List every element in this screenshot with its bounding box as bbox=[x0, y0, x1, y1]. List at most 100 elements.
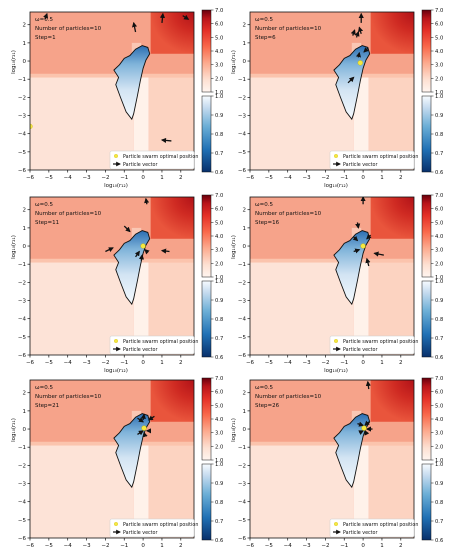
y-tick-label: −5 bbox=[18, 150, 27, 156]
colorbar-blue-tick-label: 0.8 bbox=[435, 132, 443, 138]
y-tick-label: −4 bbox=[18, 317, 27, 323]
x-tick-label: −1 bbox=[340, 360, 348, 366]
colorbar-red-tick-label: 1.0 bbox=[215, 90, 223, 96]
optimal-position bbox=[360, 243, 366, 249]
y-tick-label: −1 bbox=[238, 262, 246, 268]
y-axis-label: log₁₀(r₂₁) bbox=[11, 50, 17, 74]
x-tick-label: 1 bbox=[380, 543, 384, 549]
colorbar-red bbox=[201, 9, 212, 93]
x-tick-label: 0 bbox=[141, 360, 145, 366]
colorbar-red-tick-label: 7.0 bbox=[215, 376, 223, 382]
particle-vector bbox=[137, 417, 144, 423]
y-tick-label: −2 bbox=[18, 95, 26, 101]
y-tick-label: −3 bbox=[18, 482, 27, 488]
y-tick-label: −1 bbox=[238, 77, 246, 83]
colorbar-red-tick-label: 1.0 bbox=[435, 90, 443, 96]
colorbar-red-tick-label: 3.0 bbox=[215, 431, 223, 437]
colorbar-red bbox=[421, 9, 432, 93]
step-label: Step=26 bbox=[255, 403, 280, 409]
x-tick-label: −4 bbox=[284, 360, 293, 366]
blue-region bbox=[113, 230, 151, 306]
y-tick-label: 0 bbox=[23, 427, 27, 433]
colorbar-red-tick-label: 4.0 bbox=[215, 417, 223, 423]
y-tick-label: −3 bbox=[18, 114, 27, 120]
x-tick-label: −3 bbox=[302, 543, 311, 549]
colorbar-red-tick-label: 2.0 bbox=[215, 444, 223, 450]
x-tick-label: −4 bbox=[64, 175, 73, 181]
y-tick-label: −3 bbox=[238, 299, 247, 305]
step-label: Step=11 bbox=[35, 220, 59, 226]
colorbar-red-tick-label: 7.0 bbox=[215, 193, 223, 199]
colorbar-red-tick-label: 3.0 bbox=[435, 248, 443, 254]
colorbar-red-tick-label: 5.0 bbox=[215, 220, 223, 226]
x-tick-label: −3 bbox=[302, 360, 311, 366]
particle-vector bbox=[160, 248, 170, 254]
step-label: Step=21 bbox=[35, 403, 59, 409]
x-tick-label: −3 bbox=[302, 175, 311, 181]
x-tick-label: 2 bbox=[399, 175, 403, 181]
omega-label: ω=0.5 bbox=[35, 17, 53, 23]
legend-vector-label: Particle vector bbox=[343, 530, 377, 536]
particle-vector bbox=[144, 197, 150, 205]
y-tick-label: −2 bbox=[18, 463, 26, 469]
colorbar-blue bbox=[201, 95, 212, 173]
particle-vector bbox=[365, 380, 371, 390]
colorbar-red-tick-label: 2.0 bbox=[435, 261, 443, 267]
particle-vector bbox=[364, 429, 370, 436]
y-tick-label: 1 bbox=[243, 226, 247, 232]
colorbar-red bbox=[421, 194, 432, 278]
y-axis-label: log₁₀(r₂₁) bbox=[11, 235, 17, 259]
colorbar-red-tick-label: 1.0 bbox=[215, 458, 223, 464]
colorbar-blue-tick-label: 0.8 bbox=[435, 500, 443, 506]
y-tick-label: −6 bbox=[238, 536, 247, 542]
legend-box bbox=[329, 518, 415, 538]
y-tick-label: −3 bbox=[238, 482, 247, 488]
omega-label: ω=0.5 bbox=[35, 385, 53, 391]
legend-vector-label: Particle vector bbox=[123, 347, 157, 353]
axes-frame bbox=[249, 379, 415, 539]
y-tick-label: −1 bbox=[18, 445, 26, 451]
x-tick-label: −4 bbox=[64, 543, 73, 549]
colorbar-red-tick-label: 5.0 bbox=[435, 403, 443, 409]
colorbar-red-tick-label: 2.0 bbox=[215, 261, 223, 267]
legend-vector-label: Particle vector bbox=[123, 162, 157, 168]
y-tick-label: −2 bbox=[238, 95, 246, 101]
legend-optimal-marker bbox=[334, 339, 338, 343]
x-tick-label: −3 bbox=[82, 360, 91, 366]
legend-optimal-marker bbox=[334, 522, 338, 526]
y-tick-label: −6 bbox=[18, 353, 27, 359]
colorbar-red-tick-label: 3.0 bbox=[215, 248, 223, 254]
x-tick-label: 1 bbox=[160, 543, 164, 549]
y-tick-label: 0 bbox=[23, 244, 27, 250]
y-axis-label: log₁₀(r₂₁) bbox=[231, 50, 237, 74]
particle-vector bbox=[366, 234, 372, 240]
y-tick-label: 1 bbox=[243, 41, 247, 47]
particle-vector bbox=[357, 421, 365, 427]
x-tick-label: −4 bbox=[64, 360, 73, 366]
axes-frame bbox=[29, 379, 195, 539]
legend-vector-label: Particle vector bbox=[343, 347, 377, 353]
particles-label: Number of particles=10 bbox=[255, 26, 322, 32]
legend-optimal-label: Particle swarm optimal position bbox=[343, 154, 418, 160]
y-tick-label: 1 bbox=[23, 409, 27, 415]
x-tick-label: 0 bbox=[361, 360, 365, 366]
legend-vector-label: Particle vector bbox=[343, 162, 377, 168]
panel-1: −6−6 −5 −5 −4 −4 −3 −3 −2 −2 −1 −1 0 0 1 1 2 2 log₁₀(r₁₂)… bbox=[11, 8, 223, 189]
colorbar-red-tick-label: 7.0 bbox=[435, 8, 443, 14]
particle-vector bbox=[350, 29, 356, 36]
y-tick-label: −3 bbox=[18, 299, 27, 305]
region-lower-mid bbox=[133, 445, 149, 538]
y-tick-label: −5 bbox=[238, 518, 247, 524]
region-upper-right bbox=[150, 380, 194, 422]
y-axis-label: log₁₀(r₂₁) bbox=[231, 418, 237, 442]
colorbar-blue bbox=[421, 463, 432, 541]
y-tick-label: −2 bbox=[238, 280, 246, 286]
colorbar-red-tick-label: 6.0 bbox=[435, 22, 443, 28]
x-tick-label: 0 bbox=[141, 175, 145, 181]
band-mid bbox=[30, 73, 194, 78]
x-tick-label: −5 bbox=[265, 543, 274, 549]
legend-optimal-label: Particle swarm optimal position bbox=[343, 522, 418, 528]
x-tick-label: −1 bbox=[340, 175, 348, 181]
colorbar-blue bbox=[421, 280, 432, 358]
y-tick-label: −4 bbox=[238, 132, 247, 138]
